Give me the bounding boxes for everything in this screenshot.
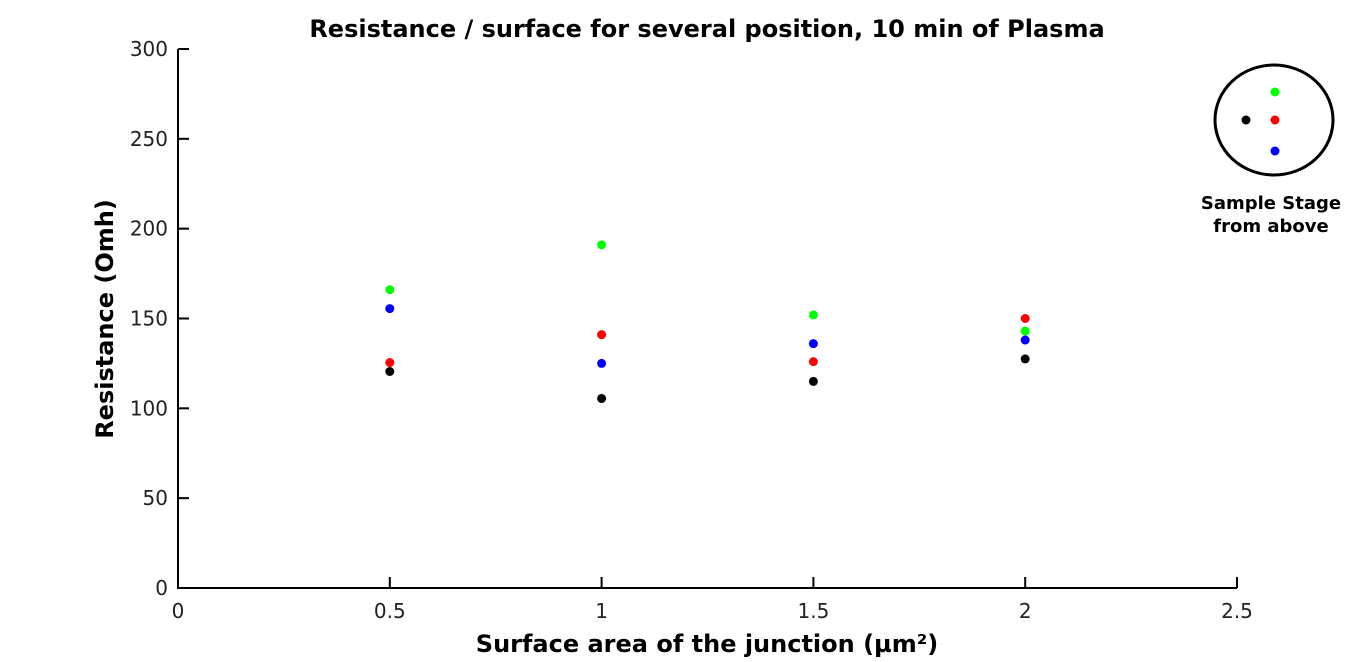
x-axis-label: Surface area of the junction (µm²) [476, 630, 938, 658]
y-tick-label: 200 [130, 217, 168, 241]
x-tick-label: 2.5 [1221, 599, 1253, 623]
inset-label-line2: from above [1213, 216, 1328, 237]
data-point [1020, 326, 1030, 336]
inset-label-line1: Sample Stage [1201, 193, 1341, 214]
y-tick-label: 300 [130, 37, 168, 61]
data-point [597, 393, 607, 403]
red-position-dot [1270, 115, 1280, 125]
data-point [808, 310, 818, 320]
data-point [385, 358, 395, 368]
x-tick-label: 0 [172, 599, 185, 623]
data-points [385, 240, 1030, 403]
blue-position-dot [1270, 146, 1280, 156]
data-point [597, 358, 607, 368]
ticks: 0 0.5 1 1.5 2 2.5 0 50 100 150 200 250 300 [130, 37, 1253, 623]
y-tick-label: 250 [130, 127, 168, 151]
data-point [385, 285, 395, 295]
data-point [1020, 314, 1030, 323]
data-point [1020, 354, 1030, 364]
green-position-dot [1270, 87, 1280, 97]
data-point [808, 376, 818, 386]
y-tick-label: 100 [130, 396, 168, 420]
data-point [1020, 335, 1030, 345]
data-point [808, 339, 818, 349]
x-tick-label: 2 [1019, 599, 1032, 623]
data-point [808, 357, 818, 367]
y-axis-label: Resistance (Omh) [91, 199, 119, 439]
x-tick-label: 1 [595, 599, 608, 623]
sample-stage-circle [1213, 63, 1335, 177]
sample-stage-inset: Sample Stage from above [1201, 63, 1341, 237]
x-tick-label: 0.5 [374, 599, 406, 623]
y-tick-label: 0 [155, 576, 168, 600]
y-tick-label: 50 [143, 486, 168, 510]
y-tick-label: 150 [130, 307, 168, 331]
chart-title: Resistance / surface for several positio… [309, 15, 1104, 43]
black-position-dot [1241, 115, 1251, 125]
data-point [385, 367, 395, 377]
data-point [597, 330, 607, 340]
x-tick-label: 1.5 [797, 599, 829, 623]
axes [177, 49, 1237, 589]
data-point [597, 240, 607, 250]
data-point [385, 304, 395, 314]
